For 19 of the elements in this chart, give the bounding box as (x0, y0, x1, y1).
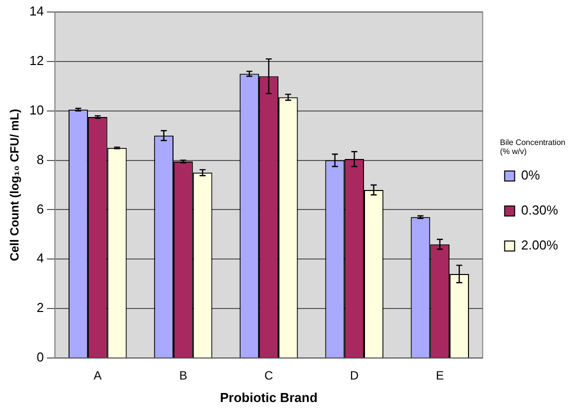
y-tick-label: 12 (29, 53, 44, 68)
x-tick-label: C (264, 368, 274, 383)
legend-title: Bile Concentration (% w/v) (500, 138, 566, 156)
y-tick-label: 10 (29, 102, 44, 118)
y-tick-label: 14 (29, 4, 44, 19)
x-tick-label: D (350, 368, 359, 383)
y-tick-label: 6 (36, 201, 44, 216)
y-tick-label: 2 (36, 300, 44, 316)
y-tick-label: 0 (36, 350, 44, 365)
y-tick-label: 4 (36, 250, 44, 266)
y-tick-label: 8 (36, 152, 44, 167)
x-axis-title: Probiotic Brand (220, 390, 318, 405)
legend-label: 0.30% (521, 202, 558, 218)
legend-label: 0% (521, 168, 540, 183)
legend-label: 2.00% (521, 238, 558, 253)
y-axis-title: Cell Count (log₁₀ CFU/ mL) (8, 108, 22, 262)
x-tick-label: A (94, 368, 102, 383)
x-tick-label: B (179, 368, 188, 383)
x-tick-label: E (436, 368, 444, 383)
